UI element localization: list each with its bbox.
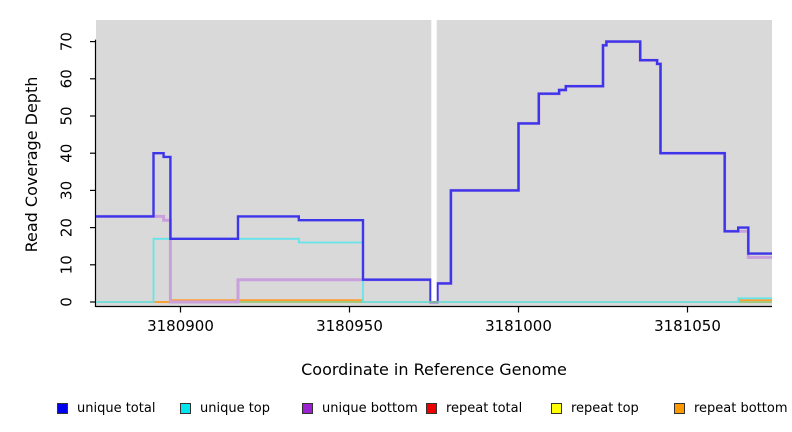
legend-item-unique-total: unique total [57, 399, 155, 417]
legend-label: unique total [77, 400, 156, 416]
y-tick-label: 30 [58, 181, 76, 200]
y-tick-label: 10 [58, 255, 76, 274]
x-tick-label: 3180950 [316, 317, 383, 335]
legend-item-unique-bottom: unique bottom [302, 399, 418, 417]
x-tick-label: 3180900 [147, 317, 214, 335]
legend-label: repeat top [571, 400, 639, 416]
legend: unique total unique top unique bottom repea… [0, 399, 792, 421]
y-tick-label: 20 [58, 218, 76, 237]
legend-label: unique bottom [322, 400, 418, 416]
legend-item-repeat-top: repeat top [551, 399, 639, 417]
legend-swatch-unique-top [180, 402, 191, 414]
legend-swatch-repeat-top [551, 402, 562, 414]
x-tick-label: 3181050 [654, 317, 721, 335]
x-tick-label: 3181000 [485, 317, 552, 335]
legend-swatch-repeat-total [426, 402, 437, 414]
y-tick-label: 50 [58, 106, 76, 125]
x-axis-title: Coordinate in Reference Genome [301, 360, 567, 379]
series-line-unique-total [96, 40, 772, 304]
legend-item-repeat-bottom: repeat bottom [674, 399, 788, 417]
y-tick-label: 40 [58, 144, 76, 163]
legend-label: unique top [200, 400, 271, 416]
legend-item-repeat-total: repeat total [426, 399, 522, 417]
y-tick-label: 70 [58, 32, 76, 51]
gap-mask-band [431, 20, 437, 301]
series-line-unique-top [96, 237, 772, 303]
legend-label: repeat bottom [694, 400, 788, 416]
legend-swatch-unique-total [57, 402, 68, 414]
legend-label: repeat total [446, 400, 523, 416]
legend-swatch-repeat-bottom [674, 402, 685, 414]
y-tick-label: 0 [58, 297, 76, 307]
legend-item-unique-top: unique top [180, 399, 270, 417]
y-tick-label: 60 [58, 69, 76, 88]
legend-swatch-unique-bottom [302, 402, 313, 414]
y-axis-title: Read Coverage Depth [22, 76, 41, 253]
